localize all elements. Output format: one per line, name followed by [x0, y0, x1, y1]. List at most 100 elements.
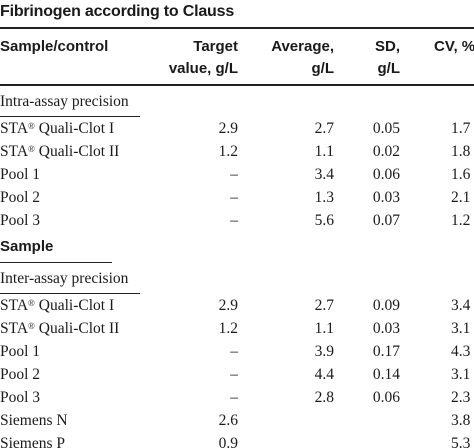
intra-underline [0, 116, 140, 117]
row-cv: 1.2 [451, 212, 471, 229]
inter-underline [0, 293, 140, 294]
top-rule [0, 27, 474, 29]
table-row: Pool 3 – 5.6 0.07 1.2 [0, 209, 474, 232]
row-sample-name: Pool 2 [0, 186, 40, 209]
table-title: Fibrinogen according to Clauss [0, 3, 235, 20]
sample-name-suffix: Quali-Clot II [34, 143, 120, 160]
row-target-value: – [230, 366, 238, 383]
row-cv: 1.6 [451, 166, 471, 183]
row-target-value: 1.2 [218, 143, 238, 160]
row-cv: 2.3 [451, 389, 471, 406]
row-average: 2.7 [314, 297, 334, 314]
table-row: STA® Quali-Clot II 1.2 1.1 0.02 1.8 [0, 140, 474, 163]
row-sd: 0.06 [372, 389, 400, 406]
row-sd: 0.17 [372, 343, 400, 360]
sample-underline [0, 262, 112, 263]
header-target-line2: value, g/L [168, 60, 238, 77]
sample-name-text: STA [0, 297, 29, 314]
row-average: 1.3 [314, 189, 334, 206]
row-target-value: 2.9 [218, 297, 238, 314]
header-average-line1: Average, [271, 38, 334, 55]
row-cv: 1.8 [451, 143, 471, 160]
row-target-value: 0.9 [218, 435, 238, 448]
row-target-value: – [230, 166, 238, 183]
row-target-value: 2.6 [218, 412, 238, 429]
row-sd: 0.03 [372, 320, 400, 337]
sample-name-text: STA [0, 143, 29, 160]
row-sd: 0.09 [372, 297, 400, 314]
table-row: Pool 2 – 1.3 0.03 2.1 [0, 186, 474, 209]
row-sd: 0.03 [372, 189, 400, 206]
row-average: 1.1 [314, 143, 334, 160]
row-target-value: 2.9 [218, 120, 238, 137]
sample-name-text: STA [0, 120, 29, 137]
table-row: STA® Quali-Clot II 1.2 1.1 0.03 3.1 [0, 317, 474, 340]
sample-name-text: Siemens P [0, 435, 66, 448]
inter-assay-label: Inter-assay precision [0, 270, 129, 287]
sample-name-text: STA [0, 320, 29, 337]
intra-assay-label: Intra-assay precision [0, 93, 129, 110]
row-cv: 3.1 [451, 366, 471, 383]
row-cv: 5.3 [451, 435, 471, 448]
row-average: 1.1 [314, 320, 334, 337]
row-average: 4.4 [314, 366, 334, 383]
row-sample-name: Siemens P [0, 432, 65, 448]
row-cv: 3.4 [451, 297, 471, 314]
row-sample-name: Pool 3 [0, 209, 40, 232]
row-sample-name: Pool 2 [0, 363, 40, 386]
header-rule [0, 84, 474, 86]
row-sample-name: STA® Quali-Clot I [0, 117, 114, 140]
row-sample-name: STA® Quali-Clot I [0, 294, 114, 317]
sample-name-suffix: Quali-Clot I [34, 297, 115, 314]
row-sd: 0.07 [372, 212, 400, 229]
sample-name-text: Pool 1 [0, 343, 41, 360]
table-row: STA® Quali-Clot I 2.9 2.7 0.09 3.4 [0, 294, 474, 317]
row-target-value: – [230, 343, 238, 360]
header-average-line2: g/L [311, 60, 335, 77]
header-target-line1: Target [193, 38, 238, 55]
row-target-value: – [230, 212, 238, 229]
registered-mark: ® [28, 144, 35, 154]
table-row: Siemens P 0.9 5.3 [0, 432, 474, 448]
row-cv: 3.1 [451, 320, 471, 337]
sample-name-text: Pool 3 [0, 212, 41, 229]
table-row: Pool 3 – 2.8 0.06 2.3 [0, 386, 474, 409]
row-cv: 4.3 [451, 343, 471, 360]
sample-name-text: Pool 1 [0, 166, 41, 183]
row-sd: 0.05 [372, 120, 400, 137]
sample-name-suffix: Quali-Clot II [34, 320, 120, 337]
row-sample-name: Pool 1 [0, 340, 40, 363]
sample-label: Sample [0, 238, 54, 255]
row-average: 3.4 [314, 166, 334, 183]
table-row: Pool 1 – 3.4 0.06 1.6 [0, 163, 474, 186]
row-sample-name: Pool 3 [0, 386, 40, 409]
sample-name-text: Pool 2 [0, 366, 41, 383]
row-target-value: – [230, 189, 238, 206]
row-cv: 1.7 [451, 120, 471, 137]
row-sd: 0.14 [372, 366, 400, 383]
row-average: 2.8 [314, 389, 334, 406]
registered-mark: ® [28, 321, 35, 331]
row-cv: 2.1 [451, 189, 471, 206]
header-sample-control: Sample/control [0, 38, 109, 55]
sample-name-text: Siemens N [0, 412, 68, 429]
row-cv: 3.8 [451, 412, 471, 429]
row-sample-name: Siemens N [0, 409, 68, 432]
table-row: STA® Quali-Clot I 2.9 2.7 0.05 1.7 [0, 117, 474, 140]
row-average: 5.6 [314, 212, 334, 229]
registered-mark: ® [28, 121, 35, 131]
table-row: Pool 2 – 4.4 0.14 3.1 [0, 363, 474, 386]
header-cv: CV, % [434, 38, 474, 55]
row-target-value: – [230, 389, 238, 406]
row-sd: 0.02 [372, 143, 400, 160]
header-sd-line1: SD, [374, 38, 400, 55]
header-sd-line2: g/L [377, 60, 401, 77]
row-sample-name: STA® Quali-Clot II [0, 140, 119, 163]
row-sd: 0.06 [372, 166, 400, 183]
table-row: Pool 1 – 3.9 0.17 4.3 [0, 340, 474, 363]
sample-name-text: Pool 3 [0, 389, 41, 406]
table-row: Siemens N 2.6 3.8 [0, 409, 474, 432]
row-average: 2.7 [314, 120, 334, 137]
registered-mark: ® [28, 298, 35, 308]
sample-name-suffix: Quali-Clot I [34, 120, 115, 137]
